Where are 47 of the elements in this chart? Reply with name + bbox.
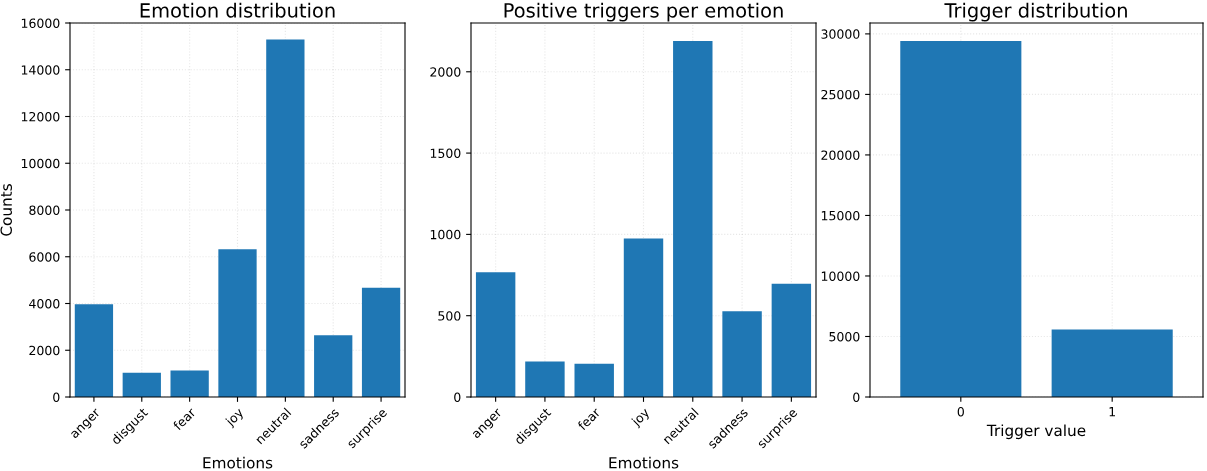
y-tick-label: 1000 <box>430 229 461 240</box>
bar <box>673 40 713 397</box>
y-tick-label: 0 <box>454 392 461 402</box>
y-tick-label: 8000 <box>29 205 60 215</box>
y-axis-title: Counts <box>0 184 12 236</box>
y-tick-label: 4000 <box>29 298 60 309</box>
bar <box>170 370 209 397</box>
bar <box>122 372 161 397</box>
y-tick-label: 1500 <box>430 148 461 159</box>
y-tick-label: 10000 <box>821 271 860 281</box>
y-tick-label: 0 <box>853 392 860 402</box>
bar <box>623 238 664 397</box>
y-tick-label: 2000 <box>29 345 60 356</box>
y-tick-label: 20000 <box>821 150 860 160</box>
bar <box>74 304 114 397</box>
bar <box>218 249 257 397</box>
y-tick-label: 12000 <box>21 111 60 122</box>
y-tick-label: 500 <box>438 311 461 321</box>
y-tick-label: 0 <box>53 392 60 402</box>
x-tick-label: 0 <box>957 406 964 417</box>
x-axis-title: Emotions <box>203 456 273 469</box>
y-tick-label: 15000 <box>821 210 860 221</box>
y-tick-label: 14000 <box>21 65 60 75</box>
x-tick-label: joy <box>224 406 246 429</box>
y-tick-label: 5000 <box>829 331 860 342</box>
y-tick-label: 10000 <box>21 158 60 169</box>
bar <box>314 335 353 397</box>
bar <box>771 283 812 397</box>
bar <box>475 272 516 397</box>
x-axis-title: Trigger value <box>986 424 1086 440</box>
bar <box>266 39 305 397</box>
chart-title: Trigger distribution <box>944 2 1127 22</box>
x-tick-label: joy <box>630 406 652 429</box>
y-tick-label: 25000 <box>821 89 860 100</box>
bar <box>525 361 565 397</box>
x-tick-label: 1 <box>1109 407 1115 417</box>
x-tick-label: fear <box>576 406 602 431</box>
bar <box>361 287 401 397</box>
y-tick-label: 2000 <box>430 67 461 77</box>
y-tick-label: 16000 <box>21 18 60 28</box>
bar <box>574 363 614 397</box>
chart-title: Emotion distribution <box>140 2 335 18</box>
bar <box>722 311 762 397</box>
chart-title: Positive triggers per emotion <box>504 2 783 22</box>
y-tick-label: 30000 <box>821 29 860 39</box>
x-axis-title: Emotions <box>609 456 679 469</box>
y-tick-label: 6000 <box>29 252 60 262</box>
